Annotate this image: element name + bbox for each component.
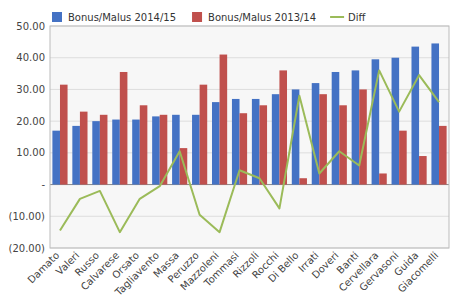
bar [52,131,60,185]
y-tick-label: (20.00) [9,243,46,254]
y-tick-label: 40.00 [16,52,45,63]
bar [411,47,419,185]
bar [220,55,228,185]
bar [299,178,307,184]
legend-label: Bonus/Malus 2013/14 [208,12,316,23]
grid-line [50,57,449,58]
bar [439,126,447,185]
y-tick-label: - [41,179,45,190]
bar [332,72,340,185]
bar [272,94,280,184]
grid-line [50,121,449,122]
x-tick-label: Giacomelli [396,250,441,295]
y-tick-label: 30.00 [16,84,45,95]
legend-swatch [52,12,62,22]
legend-swatch [192,12,202,22]
bar [140,105,148,184]
bar [80,112,88,185]
bar [60,85,68,185]
y-tick-label: 20.00 [16,116,45,127]
legend-label: Diff [348,12,366,23]
marks [52,43,446,232]
bar [132,120,140,185]
bar [252,99,260,185]
y-tick-label: (10.00) [9,211,46,222]
bar [200,85,208,185]
legend-swatch [330,16,344,18]
bar [392,58,400,185]
diff-line [60,70,439,232]
plot-background [50,26,449,248]
bar [352,70,360,184]
legend: Bonus/Malus 2014/15 Bonus/Malus 2013/14 Di… [52,12,367,23]
bar [120,72,128,185]
bar [192,115,200,185]
y-tick-label: 50.00 [16,21,45,32]
bar [431,43,439,184]
bar [100,115,108,185]
y-tick-label: 10.00 [16,147,45,158]
zero-line [50,184,449,185]
bar [212,102,220,184]
legend-label: Bonus/Malus 2014/15 [68,12,176,23]
grid-line [50,152,449,153]
bar [259,105,267,184]
bar [92,121,100,184]
bar [172,115,180,185]
grid-line [50,216,449,217]
bar [379,173,387,184]
bar [339,105,347,184]
plot-frame [50,26,449,248]
bar [112,120,120,185]
bar [72,126,80,185]
bar [399,131,407,185]
bar [419,156,427,185]
bar [152,116,160,184]
